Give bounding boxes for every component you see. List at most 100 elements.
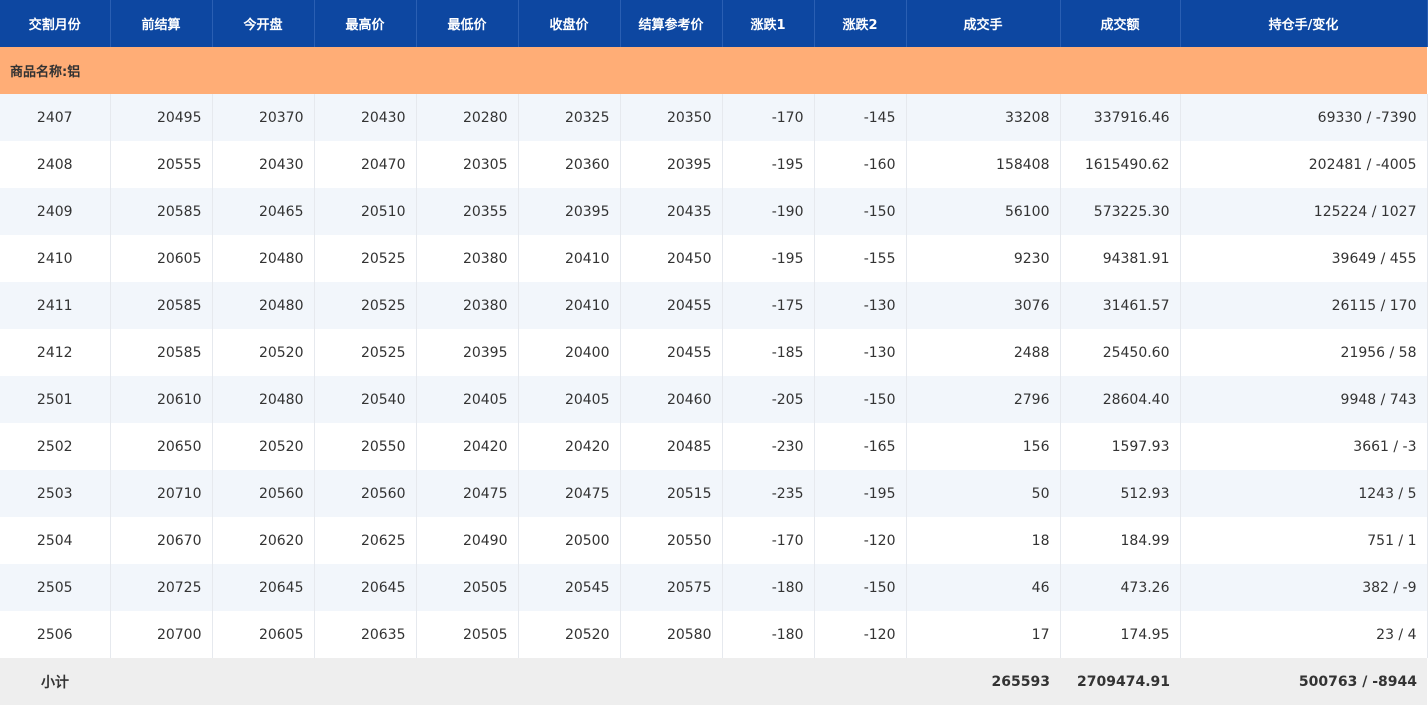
table-cell: -195	[722, 235, 815, 282]
table-cell: 2408	[0, 141, 111, 188]
table-cell: 20550	[314, 423, 417, 470]
table-cell: 20585	[110, 188, 213, 235]
table-cell: 3076	[906, 282, 1061, 329]
table-cell: 20645	[212, 564, 315, 611]
data-row: 2409 20585 20465 20510 20355 20395 20435 -190 -1…	[0, 188, 1428, 235]
data-row: 2506 20700 20605 20635 20505 20520 20580 -180 -1…	[0, 611, 1428, 658]
subtotal-row: 小计 265593 2709474.91 500763 / -8944	[0, 658, 1427, 705]
table-cell: 20410	[518, 282, 621, 329]
data-row: 2407 20495 20370 20430 20280 20325 20350 -170 -1…	[0, 94, 1428, 141]
table-cell: 20485	[620, 423, 723, 470]
table-cell: 2410	[0, 235, 111, 282]
table-cell: 20410	[518, 235, 621, 282]
table-cell: 20725	[110, 564, 213, 611]
table-cell: -160	[814, 141, 907, 188]
table-cell: 20450	[620, 235, 723, 282]
table-cell: 21956 / 58	[1180, 329, 1428, 376]
table-cell: 512.93	[1060, 470, 1181, 517]
data-row: 2408 20555 20430 20470 20305 20360 20395 -195 -1…	[0, 141, 1428, 188]
column-header: 最低价	[416, 0, 519, 47]
table-cell: 20420	[518, 423, 621, 470]
subtotal-spacer	[110, 658, 906, 705]
column-header: 最高价	[314, 0, 417, 47]
table-cell: 1243 / 5	[1180, 470, 1428, 517]
table-cell: -195	[722, 141, 815, 188]
table-cell: 20525	[314, 282, 417, 329]
table-cell: 125224 / 1027	[1180, 188, 1428, 235]
table-cell: -130	[814, 282, 907, 329]
table-cell: 20455	[620, 282, 723, 329]
table-cell: 9230	[906, 235, 1061, 282]
column-header: 涨跌1	[722, 0, 815, 47]
table-cell: -150	[814, 564, 907, 611]
table-cell: 1615490.62	[1060, 141, 1181, 188]
table-cell: 26115 / 170	[1180, 282, 1428, 329]
table-cell: -155	[814, 235, 907, 282]
table-cell: 20605	[212, 611, 315, 658]
table-cell: 20525	[314, 329, 417, 376]
column-header: 收盘价	[518, 0, 621, 47]
table-cell: 20495	[110, 94, 213, 141]
table-cell: 20350	[620, 94, 723, 141]
table-cell: 18	[906, 517, 1061, 564]
table-cell: 2412	[0, 329, 111, 376]
table-cell: -150	[814, 188, 907, 235]
table-cell: 20395	[620, 141, 723, 188]
table-cell: -190	[722, 188, 815, 235]
table-cell: 20510	[314, 188, 417, 235]
table-cell: 20380	[416, 235, 519, 282]
table-cell: 20700	[110, 611, 213, 658]
table-cell: -150	[814, 376, 907, 423]
table-cell: 20490	[416, 517, 519, 564]
table-cell: 20465	[212, 188, 315, 235]
table-cell: 46	[906, 564, 1061, 611]
table-cell: 20520	[518, 611, 621, 658]
table-cell: 20305	[416, 141, 519, 188]
table-cell: -170	[722, 517, 815, 564]
table-body: 商品名称:铝 2407 20495 20370 20430 20280 20325 20350…	[0, 47, 1428, 705]
table-cell: 2506	[0, 611, 111, 658]
table-cell: -130	[814, 329, 907, 376]
table-cell: 158408	[906, 141, 1061, 188]
table-cell: 20560	[212, 470, 315, 517]
table-cell: 20575	[620, 564, 723, 611]
table-cell: 156	[906, 423, 1061, 470]
table-cell: 3661 / -3	[1180, 423, 1428, 470]
table-cell: 20500	[518, 517, 621, 564]
table-cell: 69330 / -7390	[1180, 94, 1428, 141]
column-header: 成交手	[906, 0, 1061, 47]
table-cell: 20620	[212, 517, 315, 564]
table-cell: 20605	[110, 235, 213, 282]
data-row: 2504 20670 20620 20625 20490 20500 20550 -170 -1…	[0, 517, 1428, 564]
data-row: 2505 20725 20645 20645 20505 20545 20575 -180 -1…	[0, 564, 1428, 611]
table-cell: 20520	[212, 423, 315, 470]
table-cell: 20430	[314, 94, 417, 141]
table-cell: 2502	[0, 423, 111, 470]
table-cell: 56100	[906, 188, 1061, 235]
table-cell: 473.26	[1060, 564, 1181, 611]
table-cell: 2504	[0, 517, 111, 564]
table-cell: 20580	[620, 611, 723, 658]
table-cell: 2503	[0, 470, 111, 517]
column-header: 交割月份	[0, 0, 111, 47]
table-cell: -170	[722, 94, 815, 141]
table-cell: 20555	[110, 141, 213, 188]
table-cell: 20470	[314, 141, 417, 188]
table-cell: -120	[814, 517, 907, 564]
table-cell: -230	[722, 423, 815, 470]
table-cell: 20525	[314, 235, 417, 282]
table-cell: -175	[722, 282, 815, 329]
table-cell: 20625	[314, 517, 417, 564]
table-cell: 20610	[110, 376, 213, 423]
table-cell: -195	[814, 470, 907, 517]
table-cell: 20395	[416, 329, 519, 376]
table-cell: 1597.93	[1060, 423, 1181, 470]
table-cell: 20585	[110, 282, 213, 329]
column-header: 前结算	[110, 0, 213, 47]
data-row: 2501 20610 20480 20540 20405 20405 20460 -205 -1…	[0, 376, 1428, 423]
table-cell: 20355	[416, 188, 519, 235]
column-header: 涨跌2	[814, 0, 907, 47]
data-row: 2412 20585 20520 20525 20395 20400 20455 -185 -1…	[0, 329, 1428, 376]
subtotal-volume: 265593	[906, 658, 1060, 705]
table-cell: 20710	[110, 470, 213, 517]
